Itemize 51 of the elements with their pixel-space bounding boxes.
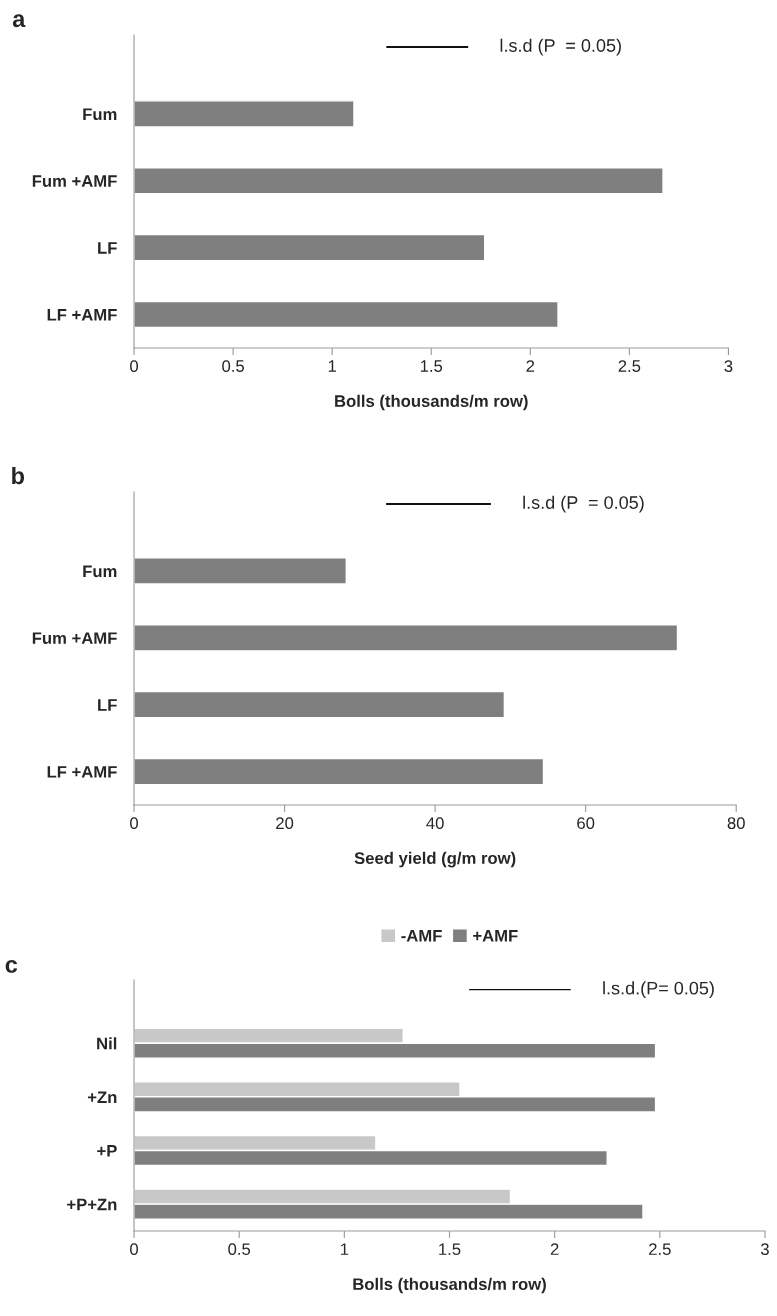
y-tick-label: Fum +AMF	[32, 632, 117, 645]
legend-label: -AMF	[401, 930, 442, 942]
x-tick-label: 2.5	[618, 360, 641, 372]
x-tick-label: 1.5	[439, 1243, 461, 1256]
x-tick-label: 0	[130, 360, 139, 372]
x-tick-label: 0	[130, 817, 139, 830]
x-axis-title: Bolls (thousands/m row)	[335, 394, 528, 411]
y-tick-label: +Zn	[87, 1091, 117, 1103]
x-tick-label: 2	[526, 360, 535, 372]
chart-title: b	[12, 466, 25, 485]
x-tick-label: 2	[550, 1243, 559, 1255]
bar	[134, 624, 679, 652]
y-tick-label: LF	[98, 699, 117, 711]
bar	[134, 300, 559, 329]
series-label: l.s.d (P = 0.05)	[523, 495, 644, 513]
bar	[134, 233, 486, 262]
bar	[134, 557, 347, 585]
chart-title: a	[12, 14, 26, 28]
y-tick-label: Fum	[83, 565, 117, 578]
x-tick-label: 3	[760, 1243, 769, 1256]
bar	[134, 167, 664, 195]
x-axis-title: Seed yield (g/m row)	[354, 851, 516, 868]
x-tick-label: 0.5	[222, 360, 244, 372]
y-tick-label: Fum	[83, 108, 117, 121]
x-tick-label: 20	[276, 817, 294, 830]
x-tick-label: 0	[130, 1243, 139, 1256]
x-tick-label: 60	[577, 817, 595, 830]
legend-label: +AMF	[473, 930, 518, 942]
bar	[134, 100, 355, 128]
x-tick-label: 0.5	[228, 1243, 251, 1256]
y-tick-label: Fum +AMF	[32, 175, 117, 187]
y-tick-label: +P	[97, 1145, 117, 1157]
x-tick-label: 1.5	[420, 360, 443, 372]
x-tick-label: 80	[727, 817, 745, 830]
y-tick-label: +P+Zn	[67, 1198, 117, 1211]
x-tick-label: 40	[426, 817, 444, 830]
x-tick-label: 2.5	[649, 1243, 671, 1256]
bar	[467, 987, 573, 992]
chart-title: c	[5, 959, 18, 973]
series-label: l.s.d (P = 0.05)	[500, 38, 621, 56]
y-tick-label: LF	[98, 242, 117, 254]
bar	[134, 757, 545, 786]
series-label: l.s.d.(P= 0.05)	[603, 981, 714, 999]
x-tick-label: 3	[724, 360, 733, 372]
y-tick-label: LF +AMF	[47, 309, 117, 321]
y-tick-label: Nil	[97, 1037, 117, 1050]
x-tick-label: 1	[328, 360, 336, 372]
x-axis-title: Bolls (thousands/m row)	[353, 1277, 546, 1294]
x-tick-label: 1	[340, 1243, 349, 1255]
bar	[134, 690, 506, 719]
y-tick-label: LF +AMF	[47, 766, 117, 778]
